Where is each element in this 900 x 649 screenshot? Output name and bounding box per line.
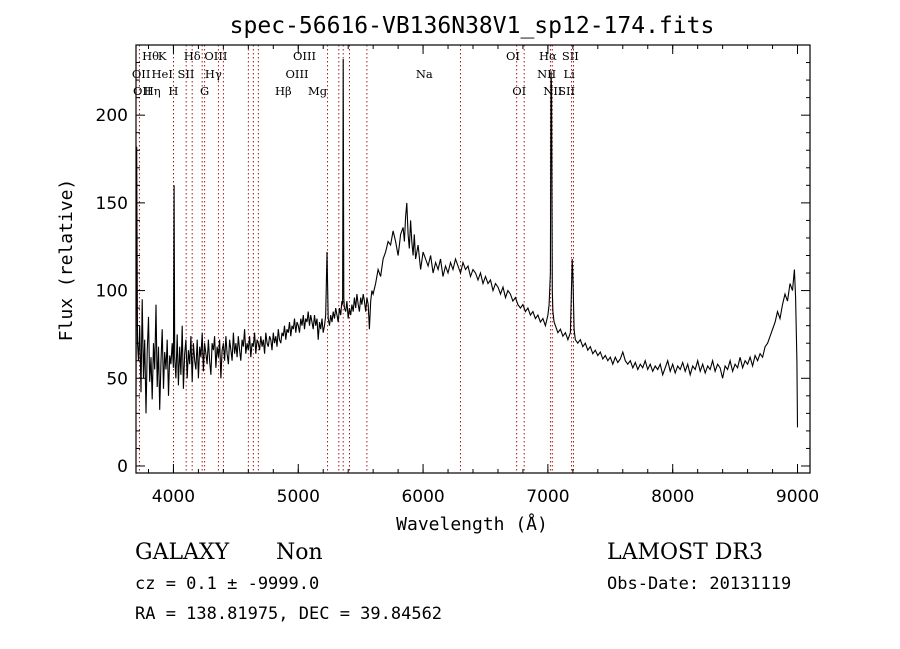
line-label-2: Hθ <box>142 49 159 63</box>
y-axis: 0 50 100 150 200 <box>96 62 810 477</box>
obs-date: Obs-Date: 20131119 <box>607 574 792 594</box>
object-subclass: Non <box>276 540 323 565</box>
line-label-3: Hη <box>144 84 161 98</box>
y-tick-label-0: 0 <box>117 457 128 477</box>
redshift-readout: cz = 0.1 ± -9999.0 <box>135 574 320 594</box>
line-labels: OIIOIIHθHηHeIKHSIIHδGOIIIHγHβOIIIOIIIMgN… <box>132 49 579 98</box>
x-tick-label-2: 6000 <box>401 487 444 507</box>
line-label-8: Hδ <box>184 49 201 63</box>
x-tick-label-0: 4000 <box>152 487 195 507</box>
x-axis-label: Wavelength (Å) <box>396 513 548 535</box>
line-label-21: NII <box>543 84 562 98</box>
line-label-18: OI <box>512 84 526 98</box>
line-label-24: SII <box>558 84 575 98</box>
line-label-20: Hα <box>539 49 557 63</box>
x-tick-label-1: 5000 <box>277 487 320 507</box>
line-label-23: SII <box>562 49 579 63</box>
line-markers <box>138 45 574 473</box>
line-label-12: Hβ <box>275 84 292 98</box>
chart-title: spec-56616-VB136N38V1_sp12-174.fits <box>230 13 715 39</box>
y-tick-label-1: 50 <box>106 369 128 389</box>
x-tick-label-3: 7000 <box>526 487 569 507</box>
x-tick-label-5: 9000 <box>776 487 819 507</box>
line-label-1: OII <box>133 84 152 98</box>
spectrum-chart: spec-56616-VB136N38V1_sp12-174.fits OII O… <box>56 13 819 535</box>
line-label-0: OII <box>132 67 151 81</box>
y-tick-label-3: 150 <box>96 194 128 214</box>
line-label-9: G <box>200 84 209 98</box>
line-label-15: Mg <box>308 84 328 98</box>
line-label-5: K <box>158 49 167 63</box>
coordinates: RA = 138.81975, DEC = 39.84562 <box>135 604 443 624</box>
line-label-7: SII <box>177 67 194 81</box>
y-tick-label-2: 100 <box>96 282 128 302</box>
y-axis-label: Flux (relative) <box>56 179 77 342</box>
line-label-19: NII <box>537 67 556 81</box>
line-label-11: Hγ <box>205 67 222 81</box>
line-label-14: OIII <box>293 49 316 63</box>
line-label-16: Na <box>416 67 433 81</box>
x-tick-label-4: 8000 <box>651 487 694 507</box>
object-class: GALAXY <box>135 540 230 565</box>
survey-name: LAMOST DR3 <box>607 540 763 565</box>
line-label-17: OI <box>506 49 520 63</box>
spectrum-line <box>135 58 799 428</box>
line-label-13: OIII <box>285 67 308 81</box>
line-label-10: OIII <box>204 49 227 63</box>
line-label-4: HeI <box>152 67 173 81</box>
plot-frame <box>135 44 811 474</box>
line-label-22: Li <box>563 67 575 81</box>
y-tick-label-4: 200 <box>96 106 128 126</box>
x-axis: 4000 5000 6000 7000 8000 9000 <box>147 45 819 507</box>
line-label-6: H <box>168 84 178 98</box>
